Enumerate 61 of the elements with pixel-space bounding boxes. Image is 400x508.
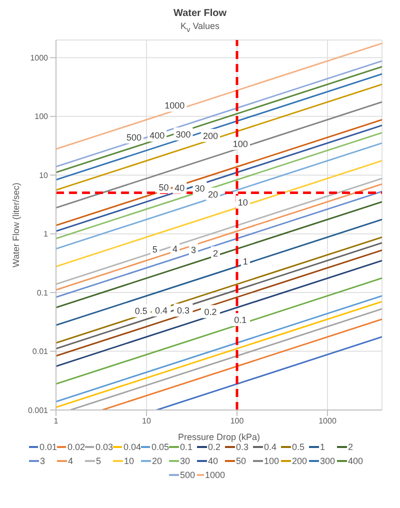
y-tick-label: 0.01 — [32, 346, 49, 356]
legend-label: 3 — [40, 456, 46, 466]
chart-subtitle: K$_{v}$ Values — [179, 21, 221, 34]
text: 500 — [126, 132, 142, 142]
text: 0.2 — [204, 306, 217, 317]
text: 10 — [238, 197, 248, 208]
text: 20 — [208, 189, 218, 200]
legend-label: 100 — [264, 456, 280, 466]
text: 2 — [212, 248, 218, 258]
legend-label: 0.2 — [208, 442, 221, 452]
text: 30 — [194, 183, 205, 194]
text: 3 — [190, 244, 196, 255]
text: 5 — [152, 244, 158, 254]
text: 0.4 — [154, 305, 168, 316]
legend-label: 20 — [152, 456, 162, 466]
legend-label: 0.5 — [292, 442, 305, 452]
legend-label: 30 — [180, 456, 190, 466]
text: 100 — [232, 138, 248, 149]
chart-title: Water Flow — [172, 8, 228, 19]
text: 0.1 — [234, 314, 247, 325]
legend-label: 500 — [180, 470, 196, 480]
legend-label: 300 — [320, 456, 336, 466]
y-axis-title: Water Flow (liter/sec) — [11, 182, 22, 268]
x-tick-label: 10 — [142, 416, 152, 426]
y-tick-label: 0.1 — [36, 288, 49, 298]
text: 200 — [202, 130, 218, 141]
legend-label: 40 — [208, 456, 218, 466]
legend-label: 1 — [320, 442, 326, 452]
legend-label: 200 — [292, 456, 308, 466]
text: 4 — [172, 244, 178, 254]
legend-label: 0.3 — [236, 442, 249, 452]
legend-label: 10 — [124, 456, 134, 466]
legend-label: 0.4 — [264, 442, 277, 452]
legend-label: 0.05 — [151, 442, 169, 452]
legend-label: 4 — [68, 456, 74, 466]
text: 400 — [150, 130, 165, 140]
legend-label: 50 — [236, 456, 246, 466]
y-tick-label: 0.001 — [28, 406, 49, 415]
y-tick-label: 100 — [34, 112, 49, 122]
x-tick-label: 1 — [54, 416, 59, 426]
legend-label: 0.03 — [95, 442, 113, 452]
y-tick-label: 1000 — [30, 53, 49, 62]
legend-label: 0.04 — [123, 442, 141, 452]
legend-label: 0.02 — [67, 442, 85, 452]
legend-label: 5 — [96, 456, 102, 466]
text: 0.5 — [134, 306, 148, 316]
text: 40 — [174, 182, 185, 193]
legend-label: 1000 — [204, 470, 225, 480]
text: 1 — [242, 256, 248, 266]
y-tick-label: 10 — [39, 170, 49, 180]
text: 0.3 — [176, 305, 190, 316]
x-tick-label: 100 — [230, 416, 244, 426]
text: 300 — [176, 129, 191, 140]
legend-label: 400 — [348, 456, 364, 466]
y-tick-label: 1 — [44, 229, 49, 238]
legend-label: 0.1 — [180, 442, 193, 452]
text: 50 — [158, 182, 169, 192]
legend-label: 2 — [348, 442, 354, 452]
x-tick-label: 1000 — [318, 416, 337, 426]
x-axis-title: Pressure Drop (kPa) — [178, 432, 260, 442]
text: 1000 — [164, 100, 185, 111]
